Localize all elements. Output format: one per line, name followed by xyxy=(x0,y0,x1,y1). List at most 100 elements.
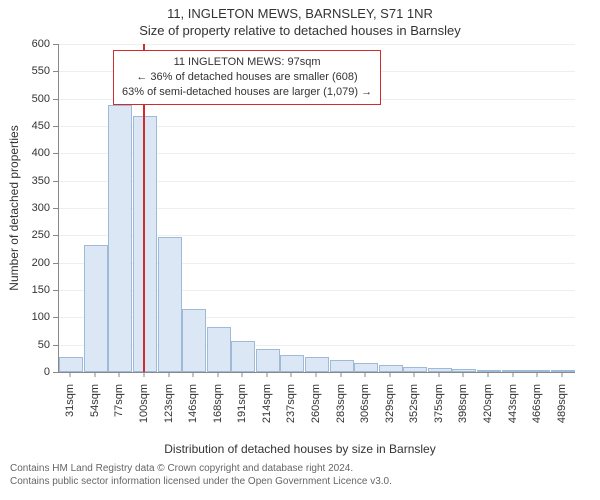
histogram-bar xyxy=(280,355,304,372)
y-tick xyxy=(53,263,58,264)
x-tick xyxy=(340,372,341,377)
y-tick xyxy=(53,153,58,154)
histogram-bar xyxy=(452,369,476,372)
y-tick-label: 100 xyxy=(0,311,50,323)
x-axis-title: Distribution of detached houses by size … xyxy=(0,442,600,456)
x-tick xyxy=(438,372,439,377)
y-tick-label: 600 xyxy=(0,38,50,50)
footer-attribution: Contains HM Land Registry data © Crown c… xyxy=(0,456,600,488)
x-tick xyxy=(266,372,267,377)
x-tick xyxy=(217,372,218,377)
histogram-bar xyxy=(428,368,452,372)
x-tick-label: 375sqm xyxy=(433,384,445,423)
x-tick-label: 489sqm xyxy=(556,384,568,423)
x-tick-label: 352sqm xyxy=(408,384,420,423)
y-tick-label: 250 xyxy=(0,229,50,241)
x-tick-label: 214sqm xyxy=(261,384,273,423)
histogram-bar xyxy=(330,360,354,372)
info-box-line: 63% of semi-detached houses are larger (… xyxy=(122,85,372,100)
histogram-bar xyxy=(403,367,427,372)
histogram-bar xyxy=(84,245,108,372)
x-tick xyxy=(488,372,489,377)
x-tick xyxy=(389,372,390,377)
y-tick xyxy=(53,99,58,100)
y-tick-label: 450 xyxy=(0,120,50,132)
y-tick-label: 300 xyxy=(0,202,50,214)
y-tick xyxy=(53,317,58,318)
x-tick xyxy=(414,372,415,377)
histogram-bar xyxy=(379,365,403,372)
y-tick xyxy=(53,345,58,346)
x-tick xyxy=(561,372,562,377)
histogram-bar xyxy=(354,363,378,372)
y-tick xyxy=(53,208,58,209)
footer-line-1: Contains HM Land Registry data © Crown c… xyxy=(10,462,590,475)
x-tick xyxy=(291,372,292,377)
chart-container: Number of detached properties 11 INGLETO… xyxy=(0,40,600,440)
y-tick xyxy=(53,290,58,291)
x-tick-label: 168sqm xyxy=(212,384,224,423)
x-tick xyxy=(144,372,145,377)
y-tick-label: 50 xyxy=(0,339,50,351)
y-tick-label: 150 xyxy=(0,284,50,296)
x-tick-label: 77sqm xyxy=(113,384,125,417)
histogram-bar xyxy=(256,349,280,372)
x-tick xyxy=(168,372,169,377)
y-tick xyxy=(53,235,58,236)
x-tick xyxy=(512,372,513,377)
histogram-bar xyxy=(108,105,132,372)
x-tick-label: 420sqm xyxy=(482,384,494,423)
y-tick-label: 350 xyxy=(0,175,50,187)
x-tick-label: 260sqm xyxy=(310,384,322,423)
histogram-bar xyxy=(133,116,157,372)
y-tick xyxy=(53,71,58,72)
x-tick xyxy=(365,372,366,377)
histogram-bar xyxy=(231,341,255,372)
x-tick-label: 398sqm xyxy=(457,384,469,423)
x-tick-label: 100sqm xyxy=(138,384,150,423)
y-tick xyxy=(53,181,58,182)
x-tick xyxy=(242,372,243,377)
info-box-line: ← 36% of detached houses are smaller (60… xyxy=(122,70,372,85)
histogram-bar xyxy=(207,327,231,372)
footer-line-2: Contains public sector information licen… xyxy=(10,475,590,488)
histogram-bar xyxy=(182,309,206,372)
x-tick-label: 123sqm xyxy=(163,384,175,423)
y-tick-label: 500 xyxy=(0,93,50,105)
histogram-bar xyxy=(477,370,501,372)
y-tick-label: 400 xyxy=(0,147,50,159)
x-tick xyxy=(193,372,194,377)
y-tick xyxy=(53,372,58,373)
x-tick-label: 306sqm xyxy=(359,384,371,423)
histogram-bar xyxy=(526,370,550,372)
histogram-bar xyxy=(305,357,329,372)
x-tick xyxy=(119,372,120,377)
histogram-bar xyxy=(551,370,575,372)
x-tick-label: 191sqm xyxy=(236,384,248,423)
x-tick-label: 31sqm xyxy=(64,384,76,417)
y-tick xyxy=(53,44,58,45)
x-tick-label: 146sqm xyxy=(187,384,199,423)
x-tick xyxy=(70,372,71,377)
x-tick xyxy=(316,372,317,377)
y-tick xyxy=(53,126,58,127)
grid-line xyxy=(59,44,575,45)
y-tick-label: 550 xyxy=(0,65,50,77)
x-tick xyxy=(463,372,464,377)
x-tick-label: 54sqm xyxy=(89,384,101,417)
x-tick-label: 466sqm xyxy=(531,384,543,423)
info-box-line: 11 INGLETON MEWS: 97sqm xyxy=(122,55,372,70)
x-tick-label: 237sqm xyxy=(285,384,297,423)
histogram-bar xyxy=(158,237,182,372)
plot-area: 11 INGLETON MEWS: 97sqm← 36% of detached… xyxy=(58,44,575,373)
y-tick-label: 200 xyxy=(0,257,50,269)
chart-title-sub: Size of property relative to detached ho… xyxy=(0,23,600,38)
histogram-bar xyxy=(59,357,83,372)
x-tick-label: 443sqm xyxy=(507,384,519,423)
y-tick-label: 0 xyxy=(0,366,50,378)
x-tick-label: 283sqm xyxy=(335,384,347,423)
property-info-box: 11 INGLETON MEWS: 97sqm← 36% of detached… xyxy=(113,50,381,105)
chart-title-main: 11, INGLETON MEWS, BARNSLEY, S71 1NR xyxy=(0,6,600,21)
histogram-bar xyxy=(502,370,526,372)
x-tick-label: 329sqm xyxy=(384,384,396,423)
